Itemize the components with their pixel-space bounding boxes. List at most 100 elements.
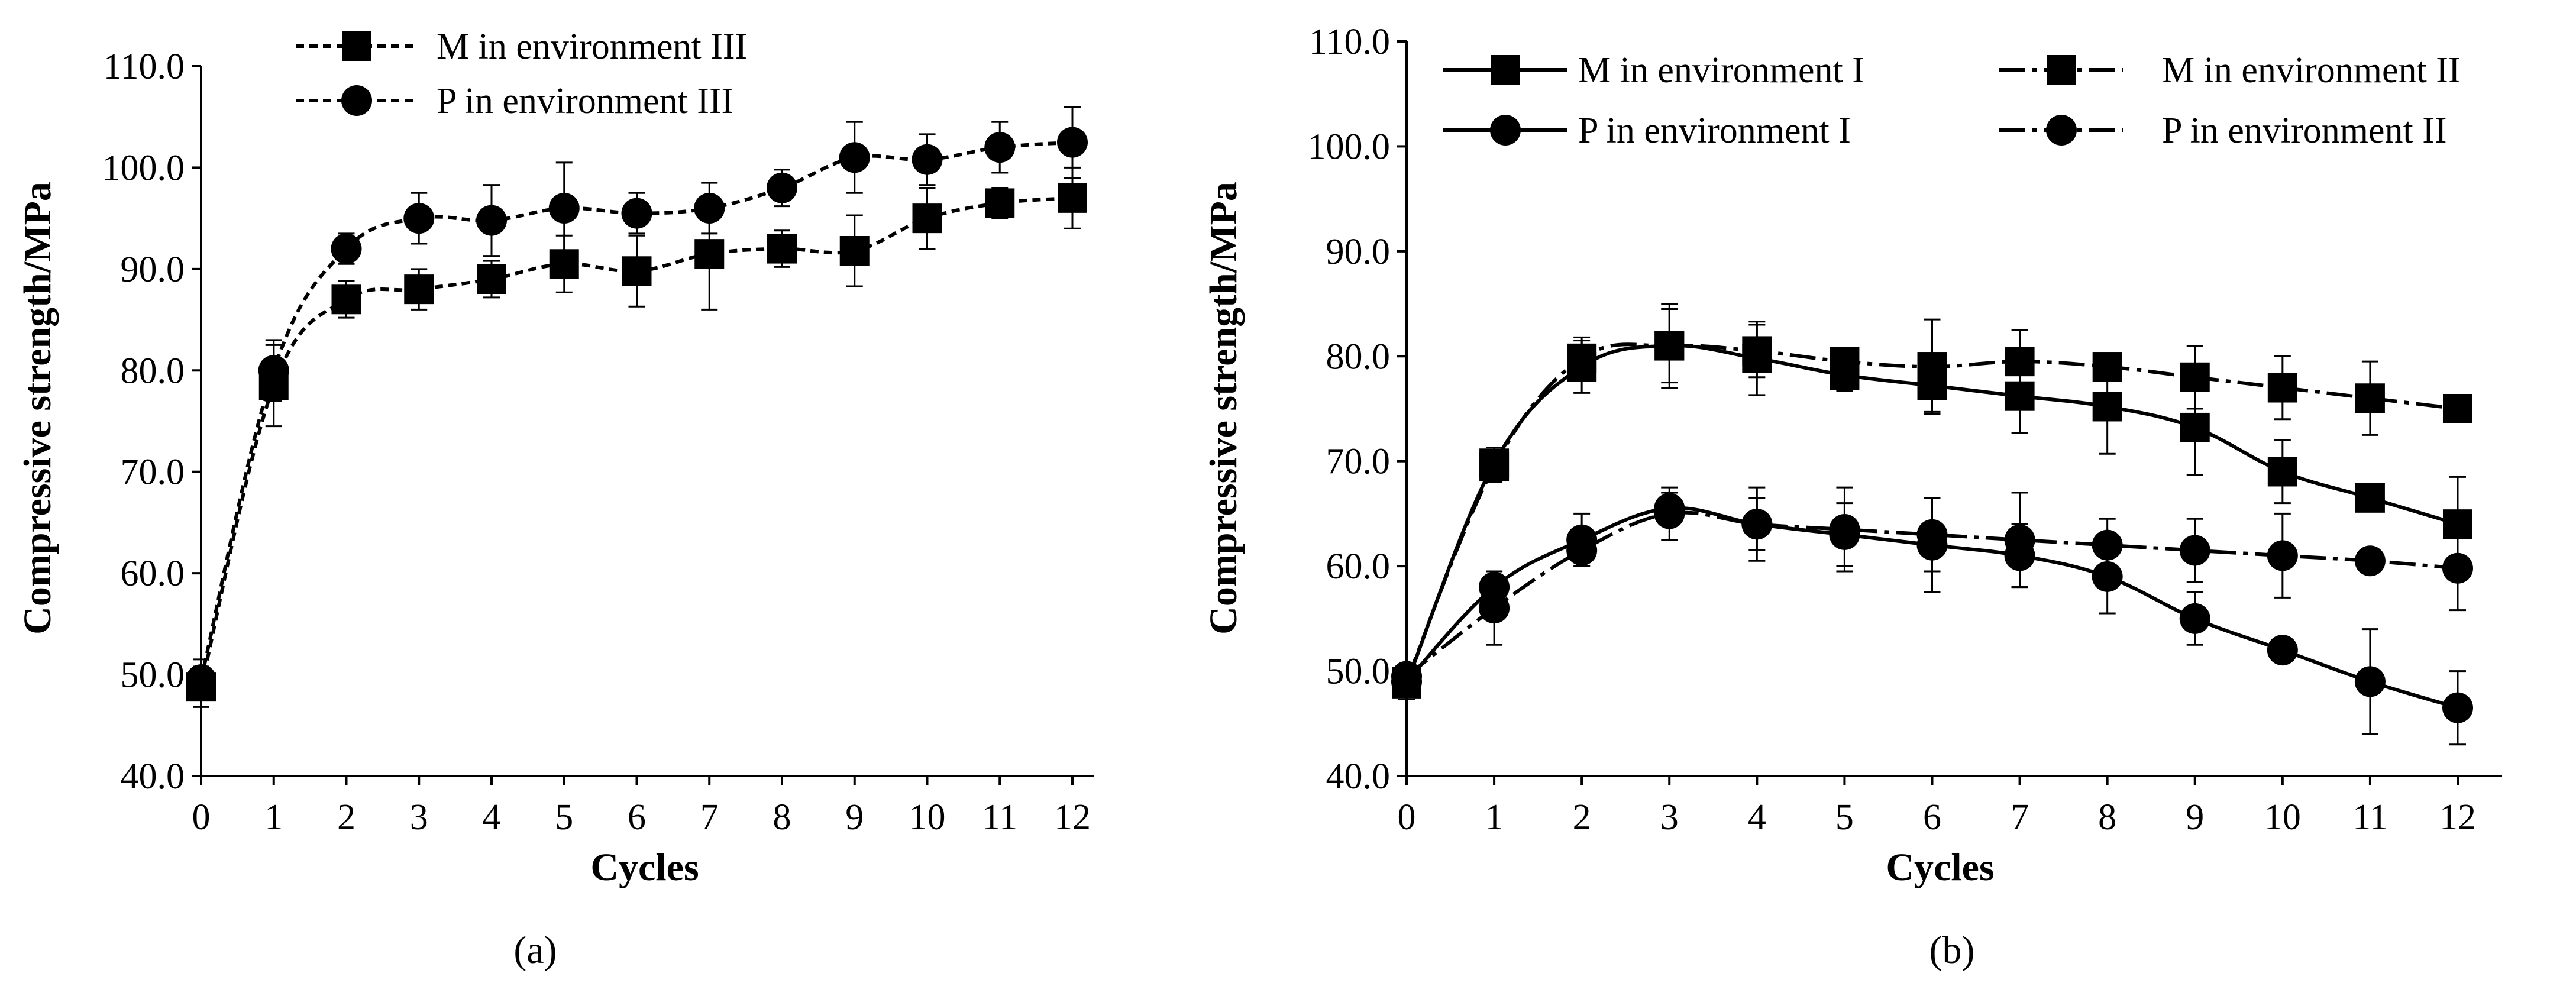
chart-b-y-tick-label: 60.0 bbox=[1326, 547, 1391, 587]
legend-b-swatch-square-m2 bbox=[2047, 55, 2076, 85]
chart-a-series-1-point bbox=[331, 233, 362, 264]
chart-a-series-0-point bbox=[912, 203, 942, 234]
chart-a-series-0 bbox=[186, 166, 1087, 708]
chart-a-x-tick-label: 3 bbox=[410, 797, 428, 838]
chart-a-series-0-point bbox=[331, 284, 361, 315]
legend-b-swatch-circle-p1 bbox=[1490, 115, 1521, 146]
chart-b-y-label: Compressive strength/MPa bbox=[1202, 182, 1245, 635]
chart-a-series-0-point bbox=[839, 236, 870, 266]
chart-a-series-0-point bbox=[1058, 183, 1087, 213]
chart-a-y-tick-label: 100.0 bbox=[102, 148, 185, 188]
chart-b-series-1-point bbox=[1917, 352, 1947, 382]
chart-b-series-2-point bbox=[2179, 603, 2210, 634]
chart-a-series-1-point bbox=[912, 144, 943, 175]
chart-a-y-tick-label: 50.0 bbox=[121, 655, 185, 696]
legend-a-label-m: M in environment III bbox=[437, 27, 747, 67]
legend-a-swatch-circle-p bbox=[341, 85, 372, 116]
chart-a-series-0-point bbox=[985, 188, 1015, 218]
chart-b-series-3-point bbox=[2092, 529, 2123, 561]
chart-a-series-1-point bbox=[403, 203, 435, 234]
chart-b-series-3-point bbox=[1916, 519, 1948, 550]
chart-b-series-2-point bbox=[2442, 692, 2473, 723]
chart-b-caption: (b) bbox=[1929, 929, 1975, 972]
chart-b-series-1-point bbox=[1830, 347, 1860, 377]
chart-b-series-1-point bbox=[2005, 347, 2035, 377]
chart-a-series-1-point bbox=[1057, 127, 1088, 158]
chart-b-x-tick-label: 11 bbox=[2352, 797, 2388, 838]
chart-a-x-label: Cycles bbox=[590, 846, 699, 889]
chart-a-x-tick-label: 10 bbox=[909, 797, 946, 838]
chart-b-series-0-point bbox=[2355, 483, 2385, 513]
chart-a-series-1-point bbox=[839, 142, 870, 173]
chart-b-x-tick-label: 5 bbox=[1835, 797, 1854, 838]
chart-b-series-3-point bbox=[1479, 593, 1510, 624]
legend-b-label-m1: M in environment I bbox=[1578, 50, 1864, 90]
chart-a-series-0-point bbox=[477, 264, 506, 294]
chart-b-marks bbox=[1391, 303, 2473, 746]
chart-b-series-3-point bbox=[2179, 535, 2210, 566]
legend-a-label-p: P in environment III bbox=[437, 81, 733, 121]
chart-b-series-0-point bbox=[2180, 412, 2210, 442]
chart-a-series-0-point bbox=[767, 234, 797, 264]
chart-a-series-0-point bbox=[404, 274, 434, 305]
chart-b-series-1-point bbox=[2443, 394, 2472, 423]
legend-b-swatch-square-m1 bbox=[1491, 55, 1520, 85]
chart-b-series-0-point bbox=[2092, 392, 2122, 422]
chart-a-x-tick-label: 0 bbox=[192, 797, 211, 838]
chart-b-series-2-point bbox=[2092, 561, 2123, 592]
chart-b-series-2-point bbox=[2267, 635, 2298, 666]
chart-b-series-1 bbox=[1392, 303, 2472, 699]
chart-a-x-tick-label: 8 bbox=[773, 797, 791, 838]
chart-b-series-1-point bbox=[2267, 373, 2297, 403]
chart-a-y-tick-label: 40.0 bbox=[121, 756, 185, 797]
chart-b-y-tick-label: 40.0 bbox=[1326, 756, 1391, 797]
chart-b-series-3-point bbox=[2442, 552, 2473, 584]
legend-b-label-m2: M in environment II bbox=[2162, 50, 2461, 90]
chart-b-series-1-point bbox=[1567, 343, 1597, 373]
chart-b-series-2-point bbox=[2354, 666, 2386, 697]
chart-a-x-tick-label: 1 bbox=[264, 797, 283, 838]
chart-a-x-tick-label: 7 bbox=[700, 797, 719, 838]
chart-b-series-3-point bbox=[2267, 540, 2298, 571]
chart-a-x-tick-label: 2 bbox=[337, 797, 355, 838]
chart-b-x-label: Cycles bbox=[1886, 846, 1994, 889]
chart-a-x-tick-label: 11 bbox=[982, 797, 1017, 838]
chart-b-x-tick-label: 12 bbox=[2439, 797, 2476, 838]
chart-a-y-tick-label: 70.0 bbox=[121, 452, 185, 493]
chart-b-x-tick-label: 3 bbox=[1660, 797, 1679, 838]
chart-b-y-tick-label: 90.0 bbox=[1326, 232, 1391, 272]
chart-a-series-1-point bbox=[548, 193, 580, 224]
chart-b-series-3-point bbox=[1566, 535, 1598, 566]
chart-a-y-tick-label: 60.0 bbox=[121, 554, 185, 594]
chart-a-x-ticks: 0 1 2 3 4 5 6 7 8 9 10 11 12 bbox=[192, 776, 1091, 838]
chart-a-series-1-point bbox=[621, 198, 652, 229]
chart-b-x-tick-label: 4 bbox=[1748, 797, 1766, 838]
legend-b-swatch-circle-p2 bbox=[2046, 115, 2077, 146]
chart-a-x-tick-label: 6 bbox=[628, 797, 646, 838]
chart-a-series-0-point bbox=[622, 256, 652, 286]
chart-b-x-tick-label: 2 bbox=[1573, 797, 1591, 838]
chart-b-x-tick-label: 9 bbox=[2186, 797, 2204, 838]
chart-b-y-ticks: 40.0 50.0 60.0 70.0 80.0 90.0 100.0 110.0 bbox=[1308, 22, 1407, 797]
chart-a-series-1-point bbox=[984, 132, 1016, 163]
chart-b-y-tick-label: 70.0 bbox=[1326, 442, 1391, 482]
chart-b-series-1-point bbox=[2180, 362, 2210, 392]
chart-b-series-3-point bbox=[2004, 524, 2035, 555]
chart-a-series-0-point bbox=[694, 239, 725, 269]
chart-b-x-tick-label: 8 bbox=[2098, 797, 2116, 838]
chart-b-series-1-line bbox=[1405, 342, 2458, 683]
chart-a-x-tick-label: 12 bbox=[1054, 797, 1091, 838]
chart-b-x-tick-label: 6 bbox=[1923, 797, 1941, 838]
chart-b-series-3 bbox=[1391, 486, 2473, 692]
chart-b-series-1-point bbox=[1479, 451, 1510, 481]
chart-b-series-0-point bbox=[2267, 457, 2297, 487]
chart-a-y-tick-label: 110.0 bbox=[104, 47, 185, 87]
legend-b-label-p1: P in environment I bbox=[1578, 111, 1851, 151]
chart-b-series-3-point bbox=[1829, 514, 1860, 545]
chart-b-x-ticks: 0 1 2 3 4 5 6 7 8 9 10 11 12 bbox=[1398, 776, 2476, 838]
chart-b-legend: M in environment I M in environment II P… bbox=[1443, 50, 2461, 151]
chart-a-series-1-point bbox=[476, 205, 507, 236]
chart-b-series-3-point bbox=[1654, 498, 1685, 529]
